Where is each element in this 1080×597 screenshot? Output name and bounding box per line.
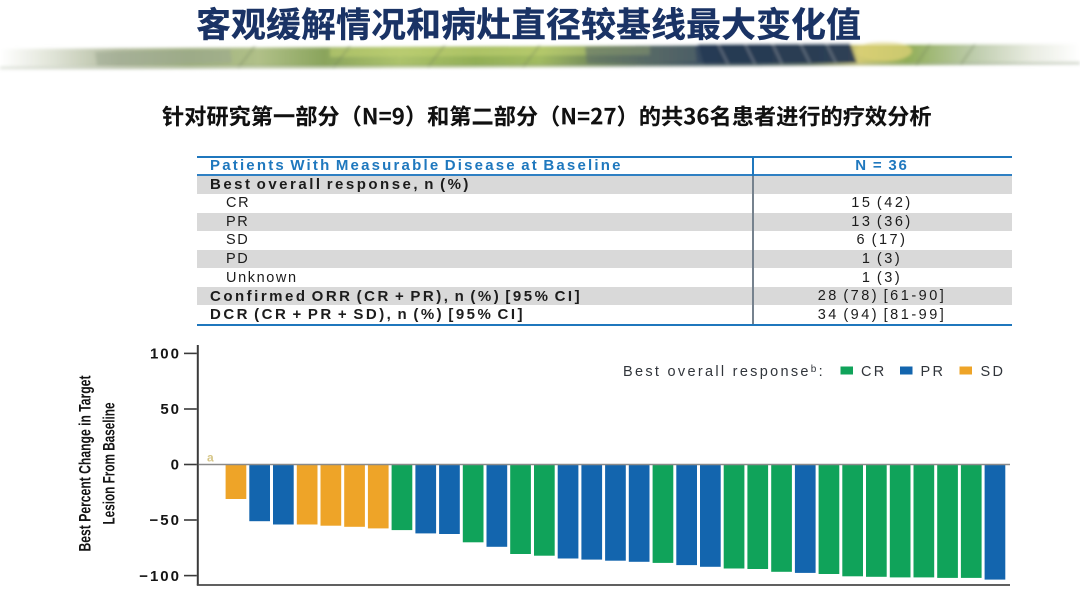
svg-text:Best overall responseb:: Best overall responseb: (623, 364, 825, 380)
svg-text:Lesion From Baseline: Lesion From Baseline (101, 403, 119, 525)
svg-text:50: 50 (160, 401, 181, 418)
svg-text:CR: CR (861, 364, 887, 380)
svg-text:100: 100 (150, 346, 181, 363)
svg-text:−100: −100 (139, 568, 181, 585)
svg-text:SD: SD (981, 364, 1006, 380)
svg-text:a: a (207, 451, 214, 465)
svg-text:−50: −50 (150, 512, 181, 529)
svg-text:PR: PR (921, 364, 946, 380)
svg-text:0: 0 (171, 457, 181, 474)
svg-text:Best Percent Change in Target: Best Percent Change in Target (77, 375, 95, 551)
